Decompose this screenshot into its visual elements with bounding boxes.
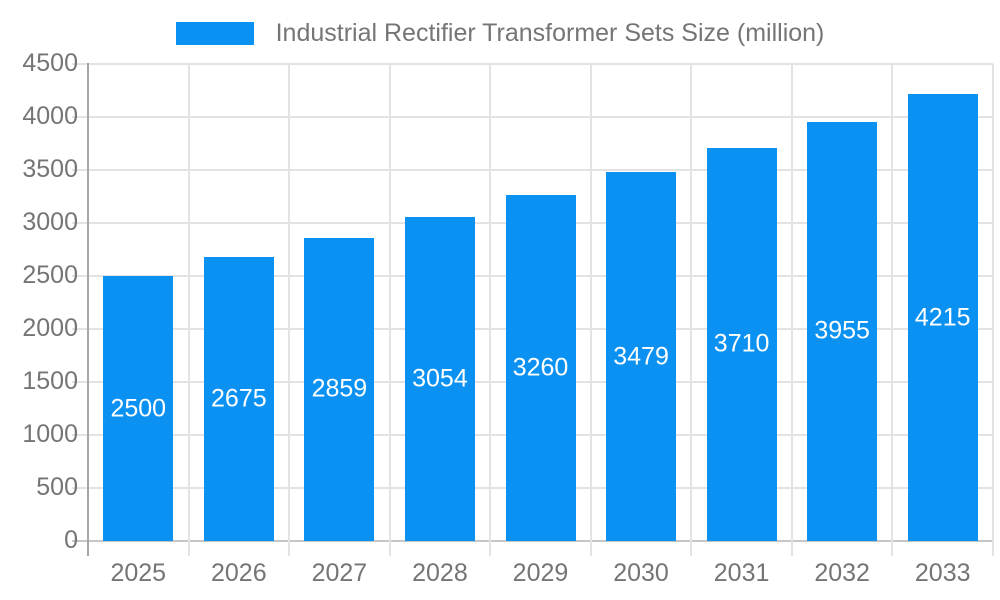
y-axis-tick (72, 487, 88, 489)
bar-value-label: 3479 (613, 342, 669, 371)
y-axis-tick (72, 63, 88, 65)
bar: 3710 (706, 147, 777, 541)
x-axis-label: 2028 (412, 559, 468, 587)
x-axis-label: 2025 (110, 559, 167, 587)
bar-value-label: 3260 (512, 353, 569, 382)
y-axis-tick (72, 116, 88, 118)
bar: 2675 (203, 257, 274, 541)
gridline-vertical (891, 64, 894, 541)
legend-swatch (175, 22, 254, 45)
y-axis-tick (72, 434, 88, 436)
x-axis-tick (489, 541, 492, 556)
bar: 2500 (103, 276, 174, 541)
y-axis-label: 4500 (22, 48, 78, 77)
gridline-horizontal (88, 116, 993, 118)
gridline-vertical (489, 64, 492, 541)
y-axis-tick (72, 328, 88, 330)
y-axis-tick (72, 222, 88, 224)
bar: 4215 (907, 94, 978, 541)
x-axis-label: 2026 (211, 559, 267, 587)
gridline-horizontal (88, 169, 993, 171)
bar: 2859 (304, 237, 375, 541)
y-axis-label: 1500 (22, 366, 78, 395)
bar: 3260 (505, 195, 576, 541)
legend-item[interactable]: Industrial Rectifier Transformer Sets Si… (0, 19, 1000, 48)
x-axis-tick (288, 541, 291, 556)
gridline-vertical (388, 64, 391, 541)
bar-value-label: 2500 (110, 394, 167, 422)
legend-label: Industrial Rectifier Transformer Sets Si… (275, 19, 825, 47)
y-axis-label: 0 (64, 525, 78, 554)
y-axis-label: 2500 (22, 260, 78, 289)
x-axis-label: 2033 (914, 559, 971, 587)
bar-value-label: 3054 (412, 364, 468, 393)
bar-value-label: 2859 (311, 374, 368, 403)
x-axis-tick (388, 541, 391, 556)
x-axis-tick (891, 541, 894, 556)
x-axis-tick (690, 541, 693, 556)
bar-value-label: 3710 (713, 329, 770, 358)
x-axis-label: 2027 (311, 559, 368, 587)
gridline-vertical (288, 64, 291, 541)
x-axis-label: 2030 (613, 559, 669, 587)
bar-value-label: 2675 (211, 384, 267, 413)
x-axis-tick (589, 541, 592, 556)
gridline-vertical (690, 64, 693, 541)
gridline-vertical (992, 64, 994, 541)
y-axis-line (87, 63, 89, 556)
y-axis-label: 4000 (22, 101, 78, 130)
y-axis-label: 2000 (22, 313, 78, 342)
y-axis-label: 500 (36, 472, 78, 501)
x-axis-tick (992, 541, 994, 556)
x-axis-tick (187, 541, 190, 556)
y-axis-label: 3500 (22, 154, 78, 183)
y-axis-tick (72, 540, 88, 542)
bar-value-label: 4215 (914, 303, 971, 332)
x-axis-baseline (88, 540, 993, 542)
x-axis-tick (790, 541, 793, 556)
x-axis-label: 2032 (814, 559, 870, 587)
gridline-vertical (187, 64, 190, 541)
y-axis-tick (72, 275, 88, 277)
bar: 3479 (606, 172, 677, 541)
gridline-horizontal (88, 63, 993, 65)
bar-value-label: 3955 (814, 316, 870, 345)
bar: 3955 (807, 121, 878, 541)
gridline-vertical (589, 64, 592, 541)
x-axis-label: 2029 (512, 559, 569, 587)
y-axis-label: 1000 (22, 419, 78, 448)
y-axis-label: 3000 (22, 207, 78, 236)
gridline-vertical (790, 64, 793, 541)
bar: 3054 (404, 217, 475, 541)
x-axis-label: 2031 (713, 559, 770, 587)
y-axis-tick (72, 381, 88, 383)
y-axis-tick (72, 169, 88, 171)
